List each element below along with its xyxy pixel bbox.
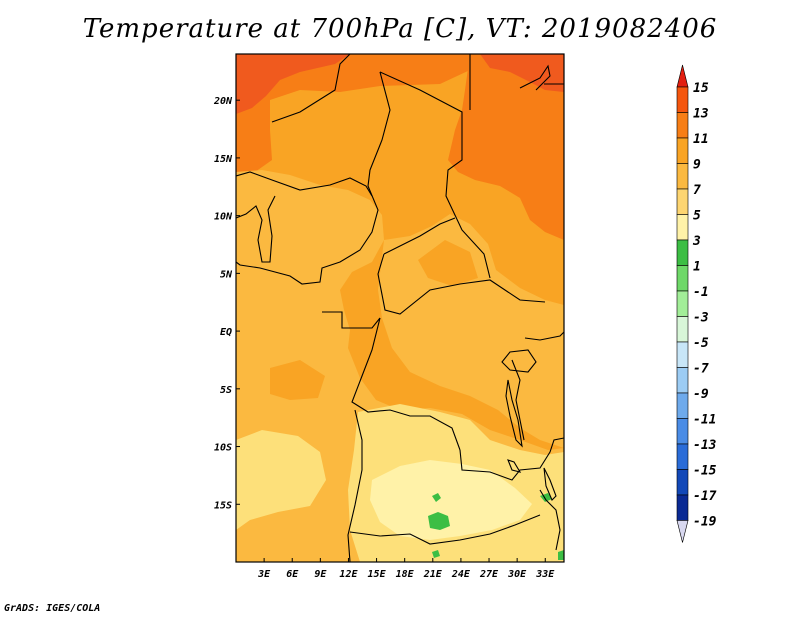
lon-tick-label: 27E xyxy=(479,569,499,580)
border-drc-east xyxy=(511,359,525,441)
colorbar-swatch xyxy=(676,316,689,343)
colorbar-swatch xyxy=(676,265,689,292)
border-chad-car xyxy=(383,217,456,255)
border-algeria-niger xyxy=(271,54,351,123)
colorbar-label: -7 xyxy=(693,362,709,377)
colorbar-label: 15 xyxy=(693,81,709,96)
colorbar-label: -5 xyxy=(693,336,709,351)
longitude-axis: 3E 6E 9E 12E 15E 18E 21E 24E 27E 30E 33E xyxy=(257,558,555,580)
border-chad-sudan xyxy=(379,71,491,279)
colorbar-label: -13 xyxy=(693,438,717,453)
lat-tick-label: 5S xyxy=(220,385,232,396)
colorbar-label: -19 xyxy=(693,515,717,530)
colorbar-label: 11 xyxy=(693,132,709,147)
latitude-axis: 20N 15N 10N 5N EQ 5S 10S 15S xyxy=(213,96,240,511)
border-car-drc xyxy=(377,253,546,315)
colorbar-swatch xyxy=(676,418,689,445)
lon-tick-label: 6E xyxy=(286,569,299,580)
border-angola-namibia-zambia xyxy=(349,514,541,545)
region-1-to-3-patch-e xyxy=(558,550,564,560)
colorbar-label: -1 xyxy=(693,285,709,300)
lat-tick-label: 15N xyxy=(214,154,233,165)
region-7-to-9-central xyxy=(378,214,564,448)
region-5-to-7-southwest xyxy=(236,430,326,530)
colorbar-top-arrow xyxy=(676,64,689,88)
colorbar: 15 13 11 9 7 5 3 1 -1 -3 -5 -7 -9 -11 -13 -15 -17 -19 xyxy=(676,64,717,543)
border-zambia-drc-tanzania xyxy=(459,437,564,481)
colorbar-swatch xyxy=(676,112,689,139)
colorbar-swatch xyxy=(676,290,689,317)
colorbar-swatch xyxy=(676,163,689,190)
lat-tick-label: 5N xyxy=(220,269,233,280)
region-1-to-3-patch-a xyxy=(428,512,450,530)
lon-tick-label: 21E xyxy=(423,569,443,580)
colorbar-label: 5 xyxy=(693,209,701,224)
lon-tick-label: 3E xyxy=(257,569,271,580)
colorbar-label: 7 xyxy=(693,183,701,198)
lat-tick-label: EQ xyxy=(220,327,232,338)
lake-victoria xyxy=(501,349,537,373)
lat-tick-label: 20N xyxy=(213,96,233,107)
region-9-to-11-central-african xyxy=(418,240,478,286)
colorbar-swatch xyxy=(676,367,689,394)
colorbar-swatch xyxy=(676,443,689,470)
region-1-to-3-patch-b xyxy=(432,493,441,502)
region-3-to-5-zambia xyxy=(370,460,532,540)
colorbar-label: -11 xyxy=(693,413,716,428)
border-uganda xyxy=(524,331,564,341)
lat-tick-label: 10N xyxy=(214,212,233,223)
colorbar-label: 9 xyxy=(693,158,701,173)
border-malawi-mozambique xyxy=(539,489,561,551)
colorbar-swatch xyxy=(676,392,689,419)
colorbar-label: -3 xyxy=(693,311,709,326)
colorbar-swatch xyxy=(676,341,689,368)
temperature-field xyxy=(236,54,564,562)
colorbar-swatch xyxy=(676,188,689,215)
border-angola-coast xyxy=(347,409,363,562)
region-13-to-15-northwest xyxy=(236,54,350,114)
country-borders xyxy=(236,54,564,562)
colorbar-swatch xyxy=(676,137,689,164)
lake-malawi xyxy=(543,467,557,501)
lon-tick-label: 33E xyxy=(535,569,555,580)
border-chad-nigeria-cameroon xyxy=(236,71,391,285)
colorbar-label: -17 xyxy=(693,489,717,504)
colorbar-label: 3 xyxy=(692,234,701,249)
lat-tick-label: 10S xyxy=(214,443,232,454)
colorbar-label: 1 xyxy=(693,260,701,275)
colorbar-label: 13 xyxy=(693,107,709,122)
lon-tick-label: 12E xyxy=(339,569,358,580)
region-9-to-11-gabon xyxy=(270,360,325,400)
grads-credit: GrADS: IGES/COLA xyxy=(4,603,101,614)
colorbar-label: -9 xyxy=(693,387,709,402)
lon-tick-label: 30E xyxy=(507,569,527,580)
region-11-to-13-northwest xyxy=(236,54,470,176)
colorbar-label: -15 xyxy=(693,464,717,479)
border-red-sea-coast xyxy=(519,64,551,91)
region-1-to-3-patch-d xyxy=(432,550,440,558)
region-11-to-13-northeast xyxy=(448,54,564,240)
map-frame xyxy=(235,53,565,563)
border-congo-drc-angola xyxy=(351,317,461,451)
lake-tanganyika xyxy=(505,379,523,448)
colorbar-swatch xyxy=(676,86,689,113)
lon-tick-label: 24E xyxy=(451,569,471,580)
colorbar-swatch xyxy=(676,469,689,496)
border-west-africa-coast xyxy=(236,195,276,263)
lon-tick-label: 18E xyxy=(396,569,415,580)
border-niger-nigeria xyxy=(236,171,373,197)
lat-tick-label: 15S xyxy=(214,500,232,511)
border-cameroon-gabon-congo xyxy=(322,311,381,329)
lon-tick-label: 9E xyxy=(314,569,327,580)
colorbar-swatch xyxy=(676,494,689,521)
colorbar-swatch xyxy=(676,239,689,266)
lon-tick-label: 15E xyxy=(368,569,387,580)
colorbar-bottom-arrow xyxy=(676,520,689,543)
chart-title: Temperature at 700hPa [C], VT: 201908240… xyxy=(82,14,718,44)
lake-mweru xyxy=(507,459,522,473)
colorbar-swatch xyxy=(676,214,689,241)
